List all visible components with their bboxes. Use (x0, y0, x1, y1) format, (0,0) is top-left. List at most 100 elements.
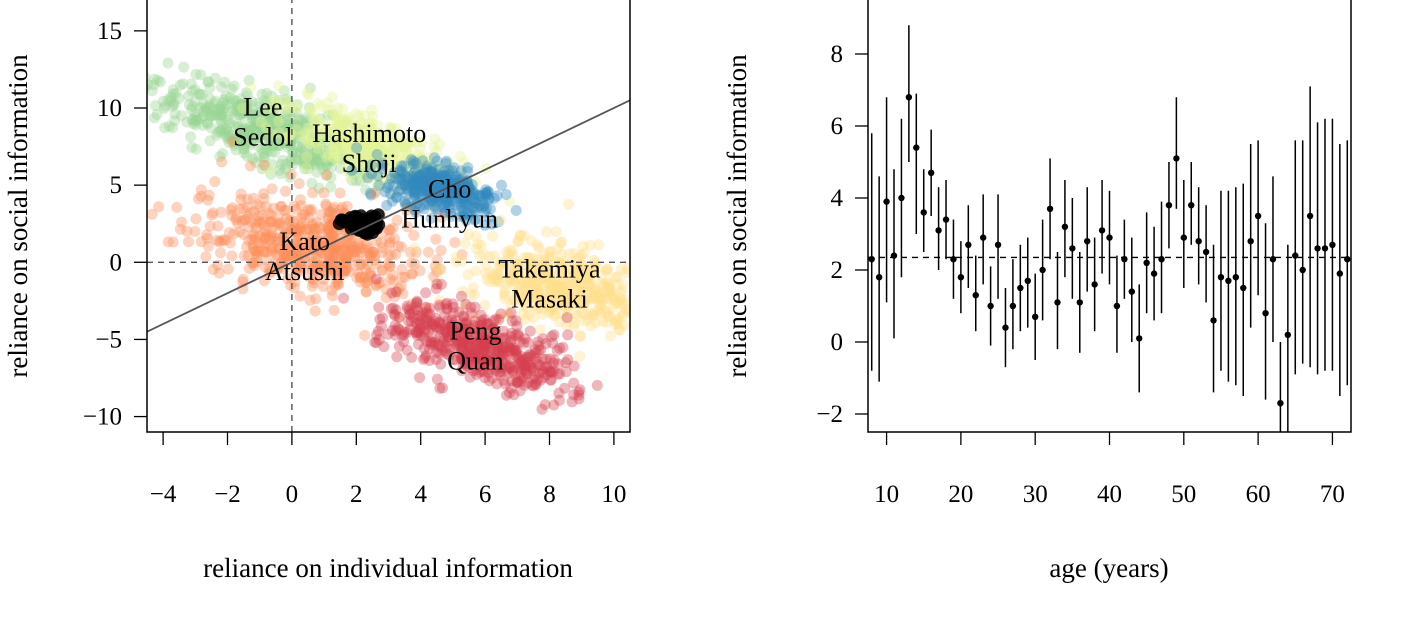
data-point (367, 140, 379, 152)
data-point (232, 105, 244, 117)
data-point (548, 310, 560, 322)
data-point (190, 114, 202, 126)
data-point (308, 274, 320, 286)
data-point (425, 196, 437, 208)
data-point (558, 281, 570, 293)
data-point (328, 152, 340, 163)
data-point (240, 105, 251, 117)
data-point (226, 83, 238, 95)
data-point (354, 272, 366, 283)
data-point (561, 287, 573, 298)
data-point (351, 122, 363, 134)
data-point (331, 146, 343, 157)
data-point (561, 288, 573, 300)
data-point (274, 122, 286, 134)
data-point (548, 287, 560, 299)
age-estimate (1344, 140, 1351, 386)
data-point (504, 387, 515, 399)
data-point (564, 248, 576, 260)
data-point (294, 194, 306, 206)
data-point (407, 177, 419, 189)
data-point (575, 295, 587, 307)
y-tick-label: 0 (110, 249, 123, 276)
data-point (575, 263, 587, 275)
data-point (652, 328, 663, 339)
age-estimate (1188, 162, 1195, 245)
data-point (527, 277, 539, 289)
data-point (348, 241, 360, 253)
data-point (605, 330, 616, 342)
data-point (375, 152, 387, 164)
data-point (384, 237, 396, 248)
data-point (228, 133, 240, 145)
data-point (185, 131, 196, 143)
data-point (492, 216, 504, 228)
data-point (506, 315, 518, 327)
data-point (555, 237, 567, 249)
data-point (308, 140, 320, 152)
data-point (441, 175, 453, 187)
data-point (365, 136, 376, 148)
data-point (381, 147, 393, 159)
data-point (409, 166, 421, 178)
data-point (518, 296, 530, 307)
data-point (564, 271, 576, 283)
data-point (233, 133, 245, 145)
data-point (430, 233, 442, 245)
data-point (554, 268, 565, 280)
data-point (309, 152, 321, 164)
data-point (364, 156, 375, 168)
data-point (355, 137, 366, 149)
data-point (511, 260, 523, 272)
data-point (273, 243, 285, 255)
data-point (552, 279, 564, 291)
data-point (259, 238, 271, 250)
data-point (585, 292, 597, 304)
data-point (366, 117, 378, 129)
data-point (256, 163, 268, 175)
data-point (176, 216, 188, 228)
data-point (299, 144, 310, 156)
data-point (402, 173, 414, 184)
data-point (254, 230, 266, 242)
data-point (429, 182, 441, 194)
data-point (461, 191, 473, 203)
data-point (338, 153, 350, 165)
data-point (167, 122, 178, 134)
data-point (376, 246, 388, 258)
data-point (350, 155, 362, 167)
data-point (382, 147, 394, 159)
data-point (585, 265, 596, 277)
data-point (428, 271, 440, 283)
data-point (438, 178, 450, 189)
data-point (514, 229, 526, 241)
data-point (215, 206, 227, 218)
data-point (332, 217, 346, 231)
data-point (429, 175, 441, 187)
data-point (371, 145, 383, 157)
data-point (598, 304, 610, 316)
data-point (312, 261, 324, 273)
data-point (415, 142, 427, 154)
data-point (299, 263, 311, 275)
data-point (328, 304, 340, 316)
data-point (267, 140, 279, 152)
data-point (668, 311, 679, 322)
data-point (470, 230, 482, 242)
data-point (424, 177, 436, 189)
data-point (254, 106, 266, 118)
data-point (205, 122, 217, 134)
data-point (266, 140, 278, 152)
age-estimate (987, 266, 994, 346)
data-point (267, 122, 279, 134)
data-point (364, 150, 376, 162)
data-point (459, 299, 471, 311)
data-point (603, 311, 615, 323)
data-point (208, 104, 219, 115)
data-point (342, 114, 354, 126)
data-point (617, 298, 629, 310)
data-point (208, 98, 220, 110)
data-point (367, 146, 379, 158)
data-point (151, 109, 163, 120)
data-point (470, 213, 482, 225)
